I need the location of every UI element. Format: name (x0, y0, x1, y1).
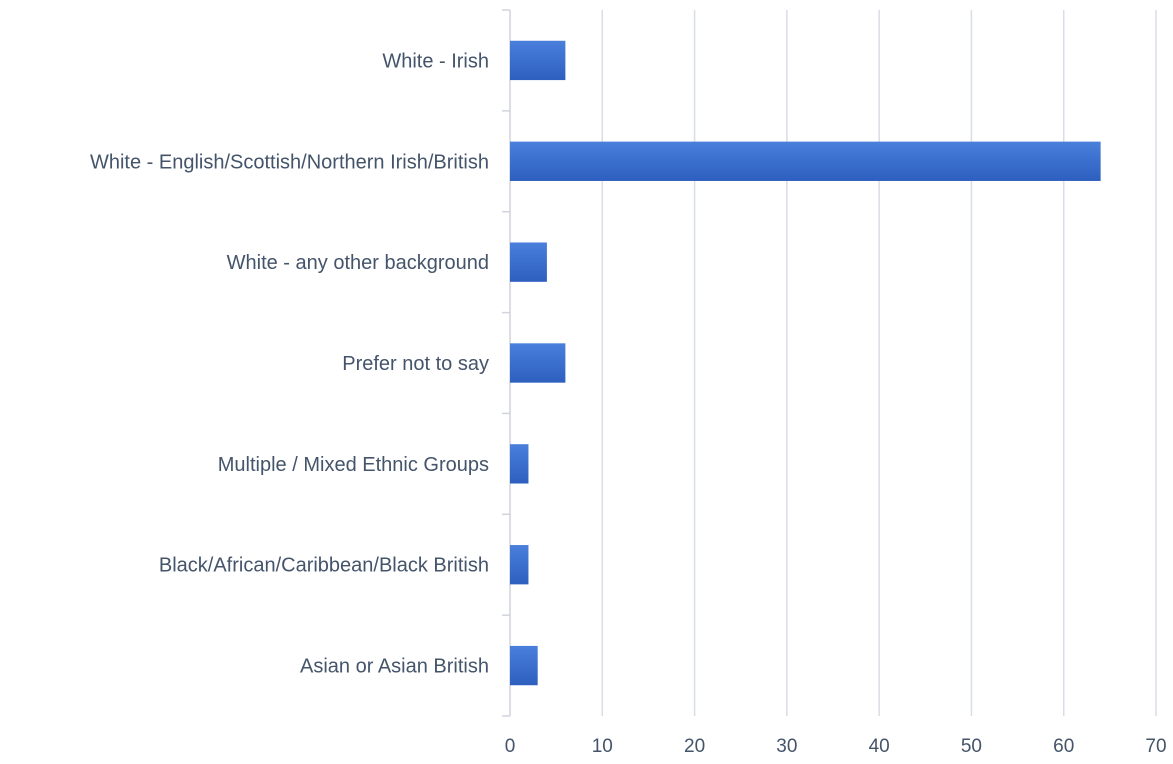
x-tick-label: 0 (505, 736, 516, 757)
category-label: Prefer not to say (342, 353, 489, 375)
category-label: Asian or Asian British (300, 656, 489, 678)
category-label: Black/African/Caribbean/Black British (159, 555, 489, 577)
x-tick-label: 30 (776, 736, 797, 757)
bars (510, 40, 1101, 686)
category-label: White - Irish (382, 50, 489, 72)
x-tick-label: 40 (869, 736, 890, 757)
bar (510, 242, 547, 282)
x-tick-label: 60 (1053, 736, 1074, 757)
x-tick-label: 20 (684, 736, 705, 757)
x-tick-label: 10 (592, 736, 613, 757)
x-tick-label: 50 (961, 736, 982, 757)
bar (510, 141, 1101, 181)
bar (510, 444, 529, 484)
bar (510, 545, 529, 585)
bar (510, 343, 566, 383)
bar (510, 40, 566, 81)
gridlines (601, 10, 1157, 716)
category-labels: White - Irish White - English/Scottish/No… (90, 50, 489, 677)
x-tick-labels: 0 10 20 30 40 50 60 70 (505, 736, 1167, 757)
y-axis (502, 9, 511, 717)
category-label: Multiple / Mixed Ethnic Groups (218, 454, 489, 476)
category-label: White - any other background (227, 252, 489, 274)
x-tick-label: 70 (1145, 736, 1166, 757)
category-label: White - English/Scottish/Northern Irish/… (90, 151, 489, 173)
bar (510, 645, 538, 686)
